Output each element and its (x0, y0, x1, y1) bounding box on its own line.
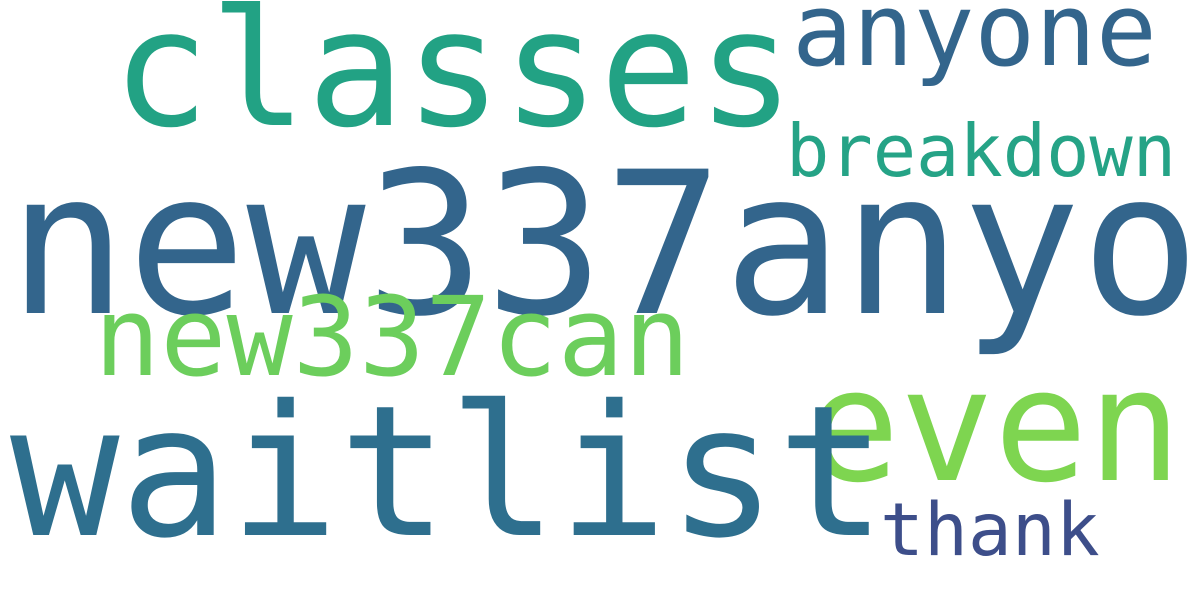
word-even: even (806, 335, 1182, 517)
word-thank: thank (880, 488, 1100, 573)
word-new337anyone: new337anyone (8, 129, 1200, 360)
word-classes: classes (112, 0, 795, 164)
word-waitlist: waitlist (10, 366, 887, 578)
word-new337can: new337can (94, 273, 691, 401)
word-breakdown: breakdown (786, 109, 1177, 193)
word-anyone: anyone (792, 0, 1157, 89)
